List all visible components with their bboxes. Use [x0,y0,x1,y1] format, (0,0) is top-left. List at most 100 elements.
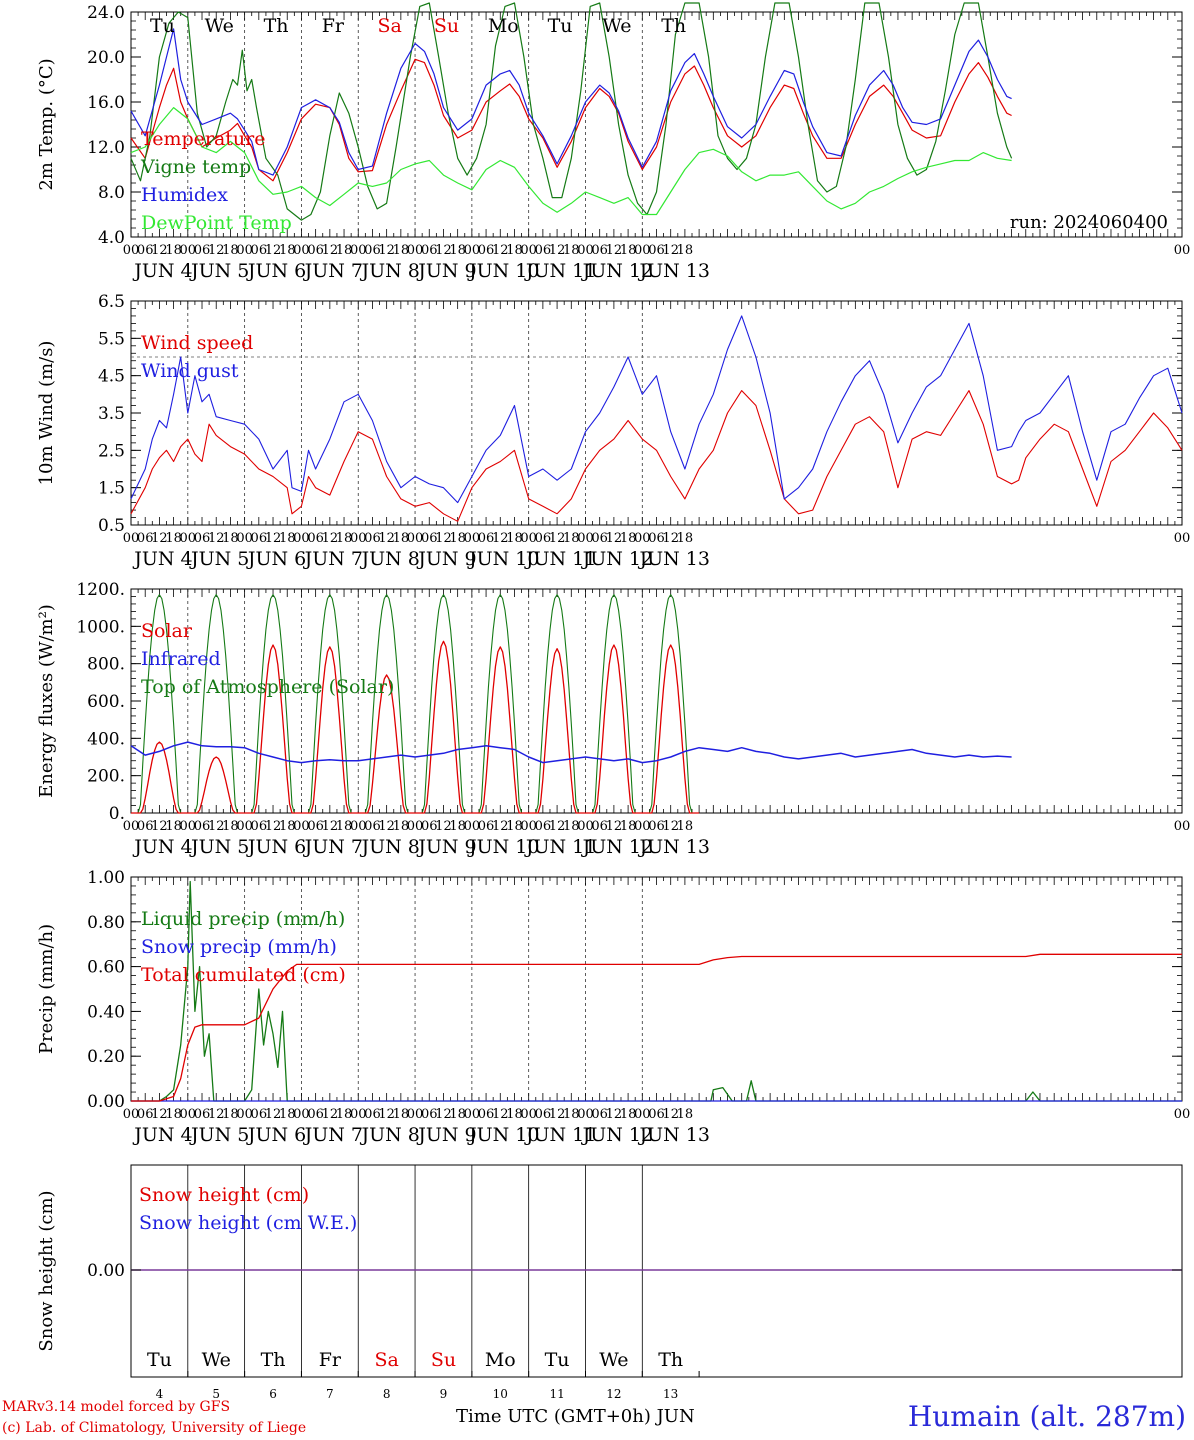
energy-hour-label: 18 [677,819,694,834]
temp-hour-label: 00 [350,243,367,258]
temp-y-axis-label: 2m Temp. (°C) [36,58,57,190]
energy-hour-label: 18 [449,819,466,834]
precip-hour-label: 12 [208,1107,225,1122]
energy-hour-label: 06 [591,819,608,834]
precip-hour-label: 06 [307,1107,324,1122]
precip-date-label: JUN 4 [132,1124,192,1146]
temp-date-label: JUN 13 [637,260,709,282]
energy-date-label: JUN 10 [467,836,539,858]
wind-y-tick-label: 2.5 [98,441,125,461]
wind-date-label: JUN 11 [524,548,596,570]
energy-hour-label: 12 [662,819,679,834]
wind-hour-label: 00 [123,531,140,546]
temp-hour-label: 00 [407,243,424,258]
precip-hour-label: 12 [378,1107,395,1122]
wind-frame [130,300,1183,526]
time-axis-label: Time UTC (GMT+0h) JUN [456,1406,695,1427]
precip-hour-label: 12 [662,1107,679,1122]
temp-day-of-week: Tu [548,15,573,37]
temp-series-temperature [130,58,1012,182]
precip-hour-label: 06 [535,1107,552,1122]
snow-day-number: 10 [493,1387,508,1401]
snow-day-number: 8 [383,1387,391,1401]
precip-y-tick-label: 1.00 [87,868,125,888]
energy-hour-label: 06 [251,819,268,834]
energy-hour-label: 00 [634,819,651,834]
energy-hour-label: 12 [151,819,168,834]
temp-hour-label: 06 [535,243,552,258]
wind-hour-label: 06 [137,531,154,546]
temp-hour-label: 00 [577,243,594,258]
energy-y-tick-label: 400. [87,729,125,749]
precip-hour-label: 18 [222,1107,239,1122]
energy-y-tick-label: 800. [87,655,125,675]
temp-legend-entry: Temperature [141,128,265,150]
wind-date-label: JUN 10 [467,548,539,570]
precip-hour-label: 00 [464,1107,481,1122]
temp-day-of-week: Th [661,15,686,37]
precip-hour-label: 00 [293,1107,310,1122]
temp-legend-entry: Vigne temp [140,156,251,178]
precip-hour-label: 00 [577,1107,594,1122]
temp-hour-label: 06 [421,243,438,258]
temp-hour-label: 12 [378,243,395,258]
energy-y-tick-label: 200. [87,767,125,787]
precip-hour-label: 00 [123,1107,140,1122]
snow-day-of-week: Th [658,1349,683,1371]
energy-hour-label: 06 [535,819,552,834]
energy-date-label: JUN 7 [303,836,363,858]
precip-y-tick-label: 0.00 [87,1092,125,1112]
run-label: run: 2024060400 [1010,212,1168,233]
temp-date-label: JUN 11 [524,260,596,282]
wind-date-label: JUN 12 [581,548,653,570]
wind-hour-label: 18 [449,531,466,546]
precip-date-label: JUN 6 [246,1124,306,1146]
wind-hour-label: 00 [520,531,537,546]
snow-legend-entry: Snow height (cm W.E.) [139,1212,357,1234]
wind-series-wind-gust [130,315,1183,504]
temp-date-label: JUN 8 [359,260,419,282]
energy-legend-entry: Solar [141,620,193,642]
wind-hour-label: 06 [307,531,324,546]
wind-y-tick-label: 4.5 [98,367,125,387]
wind-hour-label: 12 [322,531,339,546]
precip-date-label: JUN 10 [467,1124,539,1146]
precip-hour-label: 06 [194,1107,211,1122]
precip-date-label: JUN 11 [524,1124,596,1146]
wind-legend-entry: Wind gust [141,360,239,382]
energy-date-label: JUN 4 [132,836,192,858]
energy-hour-label: 18 [165,819,182,834]
temp-day-of-week: We [602,15,631,37]
energy-y-tick-label: 1000. [76,617,125,637]
temp-day-of-week: Su [434,15,459,37]
energy-hour-label: 00 [464,819,481,834]
temp-hour-label: 00 [634,243,651,258]
precip-hour-label: 18 [393,1107,410,1122]
snow-day-number: 7 [326,1387,334,1401]
precip-hour-label: 00 [350,1107,367,1122]
snow-day-number: 4 [156,1387,164,1401]
precip-hour-label: 12 [435,1107,452,1122]
energy-hour-label: 00 [407,819,424,834]
precip-hour-label: 18 [677,1107,694,1122]
energy-hour-label: 06 [421,819,438,834]
wind-hour-label: 00 [1174,531,1191,546]
temp-day-of-week: Sa [377,15,401,37]
wind-hour-label: 00 [180,531,197,546]
snow-day-of-week: Th [261,1349,286,1371]
temp-hour-label: 06 [251,243,268,258]
wind-hour-label: 00 [577,531,594,546]
precip-hour-label: 18 [336,1107,353,1122]
temp-day-of-week: We [205,15,234,37]
energy-date-label: JUN 8 [359,836,419,858]
wind-hour-label: 12 [549,531,566,546]
precip-hour-label: 12 [549,1107,566,1122]
temp-hour-label: 06 [194,243,211,258]
temp-hour-label: 00 [464,243,481,258]
energy-hour-label: 06 [364,819,381,834]
precip-hour-label: 06 [421,1107,438,1122]
wind-date-label: JUN 7 [303,548,363,570]
wind-hour-label: 12 [208,531,225,546]
temp-date-label: JUN 12 [581,260,653,282]
temp-hour-label: 18 [563,243,580,258]
